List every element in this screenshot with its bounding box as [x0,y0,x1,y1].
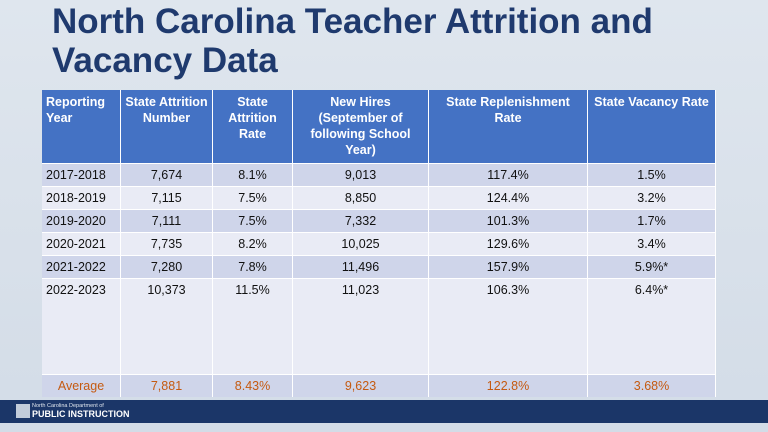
table-row: 2021-2022 7,280 7.8% 11,496 157.9% 5.9%* [42,255,716,279]
data-table: Reporting Year State Attrition Number Stat… [42,90,716,397]
table-cell: 7.5% [212,186,293,210]
table-cell: 7,332 [292,209,429,233]
table-cell: 1.7% [587,209,716,233]
table-cell: 7,280 [120,255,213,279]
table-cell: 6.4%* [587,278,716,375]
table-cell: 7,115 [120,186,213,210]
table-cell: 8,850 [292,186,429,210]
footer-org: North Carolina Department of [32,403,104,409]
table-cell: 8.1% [212,163,293,187]
table-cell: 2019-2020 [42,209,121,233]
average-cell: 122.8% [428,374,588,397]
column-header: State Attrition Rate [212,90,293,164]
table-cell: 7,674 [120,163,213,187]
table-cell: 11,023 [292,278,429,375]
average-cell: 8.43% [212,374,293,397]
footer-bar: North Carolina Department of PUBLIC INST… [0,400,768,423]
column-header: Reporting Year [42,90,121,164]
header-row: Reporting Year State Attrition Number Stat… [42,90,716,164]
table-cell: 7.8% [212,255,293,279]
column-header: State Vacancy Rate [587,90,716,164]
table-cell: 2017-2018 [42,163,121,187]
table-cell: 2021-2022 [42,255,121,279]
table-row: 2020-2021 7,735 8.2% 10,025 129.6% 3.4% [42,232,716,256]
table-row: 2019-2020 7,111 7.5% 7,332 101.3% 1.7% [42,209,716,233]
table-cell: 117.4% [428,163,588,187]
ncdpi-logo-icon [16,404,30,418]
table-cell: 101.3% [428,209,588,233]
table-row: 2017-2018 7,674 8.1% 9,013 117.4% 1.5% [42,163,716,187]
table-cell: 3.2% [587,186,716,210]
table-cell: 2022-2023 [42,278,121,375]
table-cell: 1.5% [587,163,716,187]
average-cell: Average [42,374,121,397]
table-cell: 5.9%* [587,255,716,279]
table-cell: 7.5% [212,209,293,233]
table-cell: 8.2% [212,232,293,256]
footer-name: PUBLIC INSTRUCTION [32,409,130,419]
average-row: Average 7,881 8.43% 9,623 122.8% 3.68% [42,374,716,397]
table-cell: 10,025 [292,232,429,256]
table-cell: 9,013 [292,163,429,187]
page-title: North Carolina Teacher Attrition and Vac… [52,2,653,80]
table-row: 2022-2023 10,373 11.5% 11,023 106.3% 6.4%* [42,278,716,375]
table-cell: 2020-2021 [42,232,121,256]
average-cell: 9,623 [292,374,429,397]
table-cell: 157.9% [428,255,588,279]
table-cell: 11.5% [212,278,293,375]
table-cell: 11,496 [292,255,429,279]
column-header: New Hires (September of following School… [292,90,429,164]
table-cell: 10,373 [120,278,213,375]
table-cell: 7,735 [120,232,213,256]
table-cell: 3.4% [587,232,716,256]
average-cell: 7,881 [120,374,213,397]
table-cell: 7,111 [120,209,213,233]
table-cell: 124.4% [428,186,588,210]
table-row: 2018-2019 7,115 7.5% 8,850 124.4% 3.2% [42,186,716,210]
table-cell: 129.6% [428,232,588,256]
table-cell: 106.3% [428,278,588,375]
column-header: State Attrition Number [120,90,213,164]
table-cell: 2018-2019 [42,186,121,210]
column-header: State Replenishment Rate [428,90,588,164]
average-cell: 3.68% [587,374,716,397]
